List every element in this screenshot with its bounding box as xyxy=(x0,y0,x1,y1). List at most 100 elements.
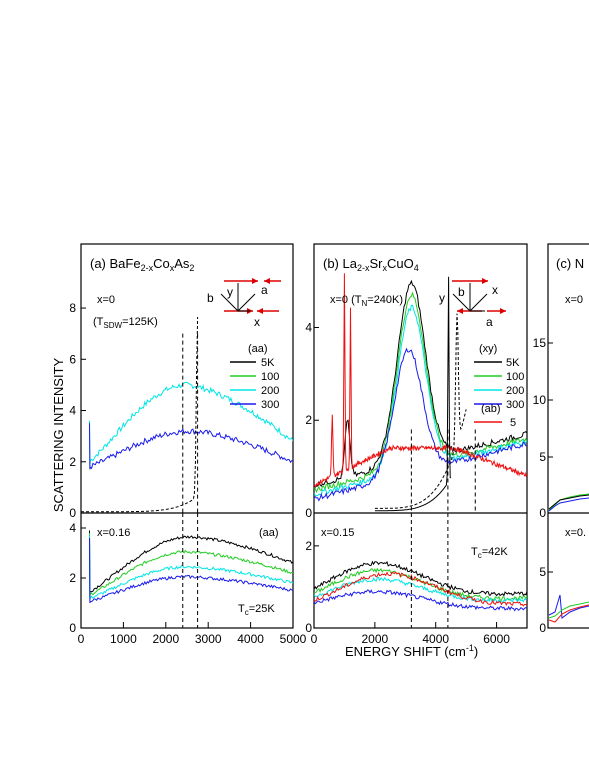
y-tick-label-a-top: 8 xyxy=(69,301,76,315)
x-tick-label-a: 3000 xyxy=(195,632,222,646)
x-tick-label-b: 4000 xyxy=(422,632,449,646)
svg-text:x: x xyxy=(492,283,498,297)
x-tick-label-a: 0 xyxy=(78,632,85,646)
series-line-a-top-300 xyxy=(89,423,293,470)
legend-label-a-5K: 5K xyxy=(261,357,275,369)
panel-c-frame xyxy=(547,243,589,629)
series-line-b-bottom-200 xyxy=(314,576,527,603)
panel-a-axes-diagram: b y a x xyxy=(207,278,281,329)
panel-a-bottom-plot xyxy=(89,513,293,628)
panel-a-legend-title: (aa) xyxy=(248,343,268,355)
y-tick-label-b-top: 0 xyxy=(305,506,312,520)
panel-b-legend2-title: (ab) xyxy=(481,403,501,415)
y-tick-label-b-bottom: 0 xyxy=(305,621,312,635)
panel-b-title: (b) La2-xSrxCuO4 xyxy=(323,256,419,273)
y-tick-label-c-top: 0 xyxy=(539,506,546,520)
series-line-a-bottom-300 xyxy=(89,537,293,604)
panel-a-legend: 5K 100 200 300 xyxy=(230,357,279,411)
legend-label-b-300: 300 xyxy=(506,399,524,411)
y-tick-label-c-bottom: 0 xyxy=(539,621,546,635)
panel-c-bottom-label: x=0. xyxy=(565,527,586,539)
panel-a-frame xyxy=(80,243,294,629)
series-line-b-bottom-300 xyxy=(314,589,527,612)
series-line-b-top-200 xyxy=(314,304,527,497)
series-line-c-bottom-blue xyxy=(548,594,589,619)
legend-label-b-5K: 5K xyxy=(506,357,520,369)
dashed-curve-b xyxy=(374,313,467,509)
panel-b-legend: 5K 100 200 300 5 xyxy=(474,357,524,429)
svg-text:a: a xyxy=(486,315,493,329)
panel-c-title: (c) N xyxy=(556,256,584,271)
y-tick-label-a-bottom: 4 xyxy=(69,521,76,535)
x-tick-label-b: 6000 xyxy=(483,632,510,646)
legend-label-a-300: 300 xyxy=(261,399,279,411)
svg-text:y: y xyxy=(439,291,445,305)
panel-b-frame xyxy=(313,243,528,629)
series-line-a-bottom-200 xyxy=(89,535,293,601)
y-tick-label-b-bottom: 2 xyxy=(305,539,312,553)
panel-b-top-plot xyxy=(314,273,527,513)
x-tick-label-b: 2000 xyxy=(362,632,389,646)
panel-a-tc: Tc=25K xyxy=(238,603,275,617)
series-line-b-bottom-100 xyxy=(314,567,527,601)
y-tick-label-c-top: 5 xyxy=(539,450,546,464)
legend-label-a-100: 100 xyxy=(261,371,279,383)
panel-b-bottom-label: x=0.15 xyxy=(321,527,354,539)
series-line-a-bottom-5K xyxy=(89,530,293,596)
dashed-curve-a xyxy=(81,316,199,513)
x-axis-label: ENERGY SHIFT (cm-1) xyxy=(345,643,478,659)
y-tick-label-a-top: 6 xyxy=(69,352,76,366)
series-line-c-top-green xyxy=(548,493,589,511)
series-line-b-bottom-5 (ab) xyxy=(314,571,527,607)
legend-label-b-ab: 5 xyxy=(510,417,516,429)
series-line-c-top-black xyxy=(548,494,589,510)
y-axis-label: SCATTERING INTENSITY xyxy=(51,358,66,513)
panel-b-top-label: x=0 (TN=240K) xyxy=(330,294,403,308)
y-tick-label-b-top: 2 xyxy=(305,413,312,427)
series-line-b-top-ab xyxy=(314,273,527,489)
legend-label-b-100: 100 xyxy=(506,371,524,383)
y-tick-label-b-top: 4 xyxy=(305,320,312,334)
series-line-b-top-300 xyxy=(314,347,527,502)
series-line-a-bottom-100 xyxy=(89,532,293,599)
y-tick-label-a-bottom: 0 xyxy=(69,621,76,635)
panel-a-top-plot xyxy=(81,316,293,513)
panel-a-top-label: x=0 xyxy=(97,294,115,306)
y-tick-label-c-top: 15 xyxy=(533,336,547,350)
series-line-c-top-blue xyxy=(548,497,589,512)
svg-text:a: a xyxy=(261,283,268,297)
x-tick-label-b: 0 xyxy=(311,632,318,646)
series-line-a-top-200 xyxy=(89,381,293,467)
series-line-c-bottom-green xyxy=(548,601,589,619)
y-tick-label-c-bottom: 5 xyxy=(539,565,546,579)
y-tick-label-a-bottom: 2 xyxy=(69,571,76,585)
legend-label-a-200: 200 xyxy=(261,385,279,397)
series-line-c-bottom-red xyxy=(548,604,589,623)
svg-text:b: b xyxy=(458,285,465,299)
panel-a-bottom-right-label: (aa) xyxy=(259,527,279,539)
legend-label-b-200: 200 xyxy=(506,385,524,397)
panel-b-bottom-plot xyxy=(314,513,527,628)
y-tick-label-a-top: 0 xyxy=(69,506,76,520)
panel-a-top-label2: (TSDW=125K) xyxy=(93,316,158,330)
panel-b-tc: Tc=42K xyxy=(471,546,508,560)
svg-text:x: x xyxy=(254,315,260,329)
x-tick-label-a: 2000 xyxy=(152,632,179,646)
y-tick-label-a-top: 4 xyxy=(69,404,76,418)
y-tick-label-c-top: 10 xyxy=(533,393,547,407)
panel-a-bottom-label: x=0.16 xyxy=(97,527,130,539)
series-line-b-bottom-5K xyxy=(314,560,527,597)
resonance-curve-b xyxy=(374,276,452,512)
panel-c-top-label: x=0 xyxy=(565,294,583,306)
svg-text:b: b xyxy=(207,291,214,305)
panel-b-axes-diagram: y b x a xyxy=(439,278,506,329)
x-tick-label-a: 4000 xyxy=(237,632,264,646)
series-line-b-top-100 xyxy=(314,291,527,494)
y-tick-label-a-top: 2 xyxy=(69,455,76,469)
svg-text:y: y xyxy=(227,285,233,299)
panel-b-legend-title: (xy) xyxy=(479,343,497,355)
panel-a-title: (a) BaFe2-xCoxAs2 xyxy=(90,256,194,273)
x-tick-label-a: 1000 xyxy=(110,632,137,646)
x-tick-label-a: 5000 xyxy=(280,632,307,646)
